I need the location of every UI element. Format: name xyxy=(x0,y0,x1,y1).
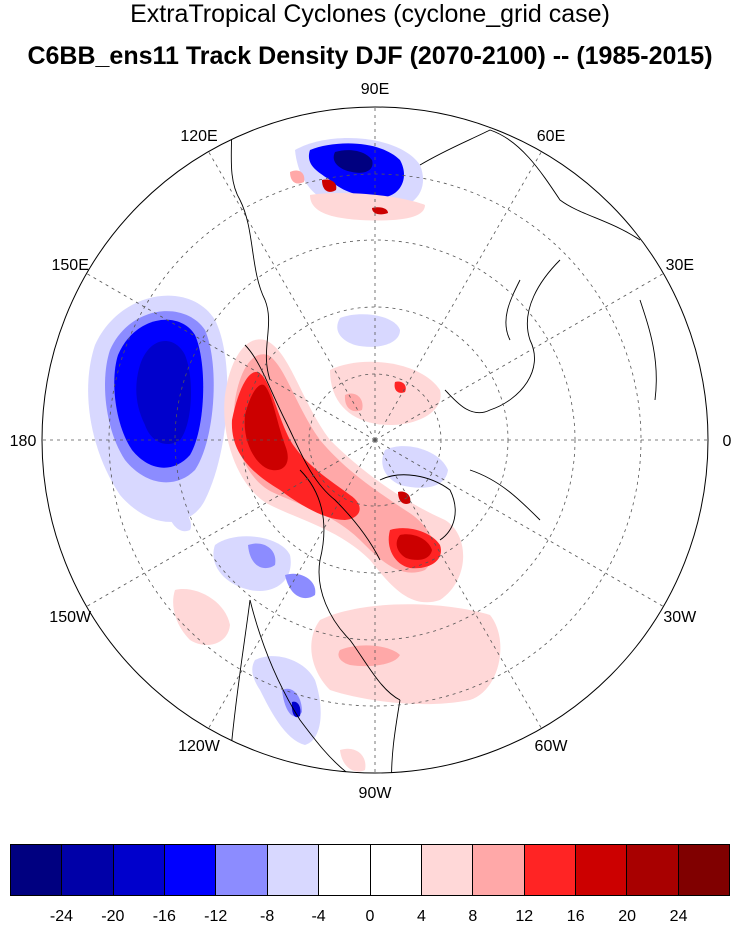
pos-anomaly-alaska-deep xyxy=(244,384,288,471)
longitude-label: 150W xyxy=(49,609,92,626)
colorbar-box xyxy=(524,845,576,895)
map-subtitle: C6BB_ens11 Track Density DJF (2070-2100)… xyxy=(27,42,713,70)
colorbar-tick-label: 4 xyxy=(416,908,426,925)
pos-anomaly-alaska-mid xyxy=(234,354,435,573)
colorbar-tick-label: 20 xyxy=(618,908,637,925)
polar-map: 90E 60E 30E 0 30W 60W 90W 120W 150W 180 150E 120E xyxy=(10,81,732,802)
longitude-label: 90E xyxy=(361,81,389,98)
colorbar-box xyxy=(319,845,371,895)
longitude-label: 0 xyxy=(723,433,732,450)
colorbar-box xyxy=(678,845,730,895)
colorbar-tick-label: -4 xyxy=(311,908,326,925)
map-title: ExtraTropical Cyclones (cyclone_grid cas… xyxy=(130,0,610,28)
pos-anomaly-pacific-east xyxy=(173,589,230,645)
neg-anomaly-westcoast-2 xyxy=(285,573,316,599)
pos-anomaly-atlantic-mid xyxy=(338,645,400,667)
neg-anomaly-arctic-strip xyxy=(337,314,400,347)
colorbar-tick-label: 12 xyxy=(515,908,534,925)
colorbar-tick-label: 0 xyxy=(365,908,375,925)
colorbar xyxy=(10,844,730,896)
pos-anomaly-siberia-small xyxy=(290,170,305,184)
colorbar-tick-label: -12 xyxy=(204,908,228,925)
pos-anomaly-siberia-light xyxy=(310,193,425,221)
longitude-label: 30E xyxy=(666,257,694,274)
neg-anomaly-siberia-deep xyxy=(333,150,373,173)
colorbar-tick-label: -20 xyxy=(101,908,125,925)
map-boundary xyxy=(41,106,709,774)
colorbar-box xyxy=(267,845,320,895)
longitude-label: 90W xyxy=(359,785,393,802)
colorbar-box xyxy=(421,845,474,895)
colorbar-tick-label: 16 xyxy=(566,908,585,925)
colorbar-box xyxy=(370,845,422,895)
pos-anomaly-arctic-red xyxy=(394,381,406,393)
colorbar-box xyxy=(11,845,63,895)
colorbar-tick-label: -24 xyxy=(49,908,73,925)
colorbar-box xyxy=(165,845,217,895)
longitude-label: 120W xyxy=(178,738,221,755)
pos-anomaly-hudson-deep xyxy=(396,534,432,560)
colorbar-tick-label: 8 xyxy=(468,908,478,925)
pos-anomaly-siberia-strong xyxy=(322,179,337,192)
colorbar-box xyxy=(627,845,679,895)
colorbar-tick-label: -16 xyxy=(152,908,176,925)
longitude-label: 60E xyxy=(537,128,565,145)
pos-anomaly-baffin-dot xyxy=(398,491,411,504)
neg-anomaly-mexico-deep xyxy=(291,701,301,718)
neg-anomaly-greenland-light xyxy=(382,446,448,488)
pos-anomaly-siberia-dot xyxy=(372,207,388,215)
neg-anomaly-pacific-tail xyxy=(165,500,191,532)
meridians xyxy=(42,107,708,773)
longitude-label: 150E xyxy=(52,257,89,274)
longitude-label: 30W xyxy=(663,609,697,626)
neg-anomaly-westcoast-mid xyxy=(248,543,276,569)
neg-anomaly-pacific-deep xyxy=(136,341,192,445)
pos-anomaly-arctic-light xyxy=(330,361,441,425)
colorbar-tick-label: 24 xyxy=(669,908,688,925)
colorbar-box xyxy=(62,845,114,895)
longitude-label: 120E xyxy=(180,128,217,145)
coastlines xyxy=(229,114,657,773)
colorbar-box xyxy=(575,845,628,895)
colorbar-box xyxy=(216,845,268,895)
longitude-label: 60W xyxy=(535,738,569,755)
pos-anomaly-gulf xyxy=(340,748,366,772)
longitude-label: 180 xyxy=(10,433,37,450)
colorbar-tick-label: -8 xyxy=(260,908,275,925)
colorbar-box xyxy=(113,845,166,895)
data-field xyxy=(42,107,708,773)
pos-anomaly-atlantic-light xyxy=(311,604,501,705)
colorbar-box xyxy=(473,845,525,895)
longitude-labels: 90E 60E 30E 0 30W 60W 90W 120W 150W 180 150E 120E xyxy=(10,81,732,802)
